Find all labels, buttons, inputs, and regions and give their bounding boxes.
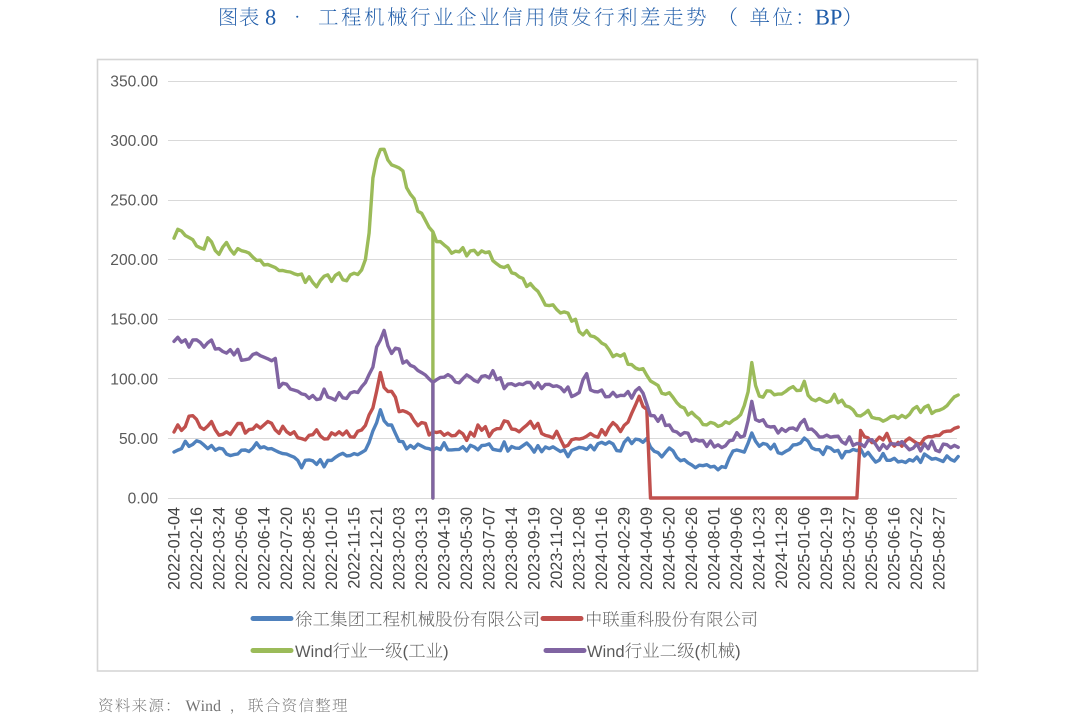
- svg-text:2022-01-04: 2022-01-04: [165, 507, 183, 590]
- svg-text:2023-12-08: 2023-12-08: [571, 507, 589, 590]
- svg-text:2023-03-13: 2023-03-13: [413, 507, 431, 590]
- svg-text:200.00: 200.00: [110, 252, 158, 269]
- svg-text:2024-11-28: 2024-11-28: [773, 507, 791, 589]
- svg-text:2023-07-07: 2023-07-07: [481, 507, 499, 590]
- svg-text:2022-12-21: 2022-12-21: [368, 507, 386, 590]
- svg-text:2022-03-24: 2022-03-24: [210, 507, 228, 590]
- svg-text:2023-05-30: 2023-05-30: [458, 507, 476, 590]
- svg-text:150.00: 150.00: [110, 312, 158, 329]
- svg-text:2025-06-16: 2025-06-16: [886, 507, 904, 590]
- svg-text:2022-08-25: 2022-08-25: [300, 507, 318, 590]
- svg-text:300.00: 300.00: [110, 133, 158, 150]
- svg-text:2024-08-01: 2024-08-01: [706, 507, 724, 590]
- svg-text:2022-05-06: 2022-05-06: [233, 507, 251, 590]
- svg-text:0.00: 0.00: [128, 490, 159, 507]
- svg-text:2022-07-20: 2022-07-20: [278, 507, 296, 590]
- svg-text:2025-05-08: 2025-05-08: [863, 507, 881, 590]
- svg-text:2024-04-09: 2024-04-09: [638, 507, 656, 590]
- svg-text:2025-07-22: 2025-07-22: [908, 507, 926, 590]
- svg-text:2024-06-26: 2024-06-26: [683, 507, 701, 590]
- svg-text:50.00: 50.00: [119, 431, 158, 448]
- svg-text:2023-08-14: 2023-08-14: [503, 507, 521, 590]
- svg-text:2023-02-03: 2023-02-03: [390, 507, 408, 590]
- svg-text:2024-05-20: 2024-05-20: [661, 507, 679, 590]
- svg-text:2024-10-23: 2024-10-23: [751, 507, 769, 590]
- svg-text:2025-08-27: 2025-08-27: [931, 507, 949, 590]
- svg-text:2022-02-16: 2022-02-16: [188, 507, 206, 590]
- svg-text:2025-02-19: 2025-02-19: [818, 507, 836, 590]
- svg-text:2025-01-06: 2025-01-06: [796, 507, 814, 590]
- svg-text:100.00: 100.00: [110, 371, 158, 388]
- svg-text:350.00: 350.00: [110, 73, 158, 90]
- svg-text:2024-09-06: 2024-09-06: [728, 507, 746, 590]
- svg-text:2022-11-15: 2022-11-15: [345, 507, 363, 589]
- svg-text:2024-02-29: 2024-02-29: [616, 507, 634, 590]
- svg-text:250.00: 250.00: [110, 193, 158, 210]
- svg-text:2023-11-02: 2023-11-02: [548, 507, 566, 589]
- svg-text:2023-09-19: 2023-09-19: [526, 507, 544, 590]
- svg-text:2023-04-19: 2023-04-19: [435, 507, 453, 590]
- svg-text:2025-03-27: 2025-03-27: [841, 507, 859, 590]
- svg-text:2024-01-16: 2024-01-16: [593, 507, 611, 590]
- svg-text:2022-06-14: 2022-06-14: [255, 507, 273, 590]
- svg-text:2022-10-10: 2022-10-10: [323, 507, 341, 590]
